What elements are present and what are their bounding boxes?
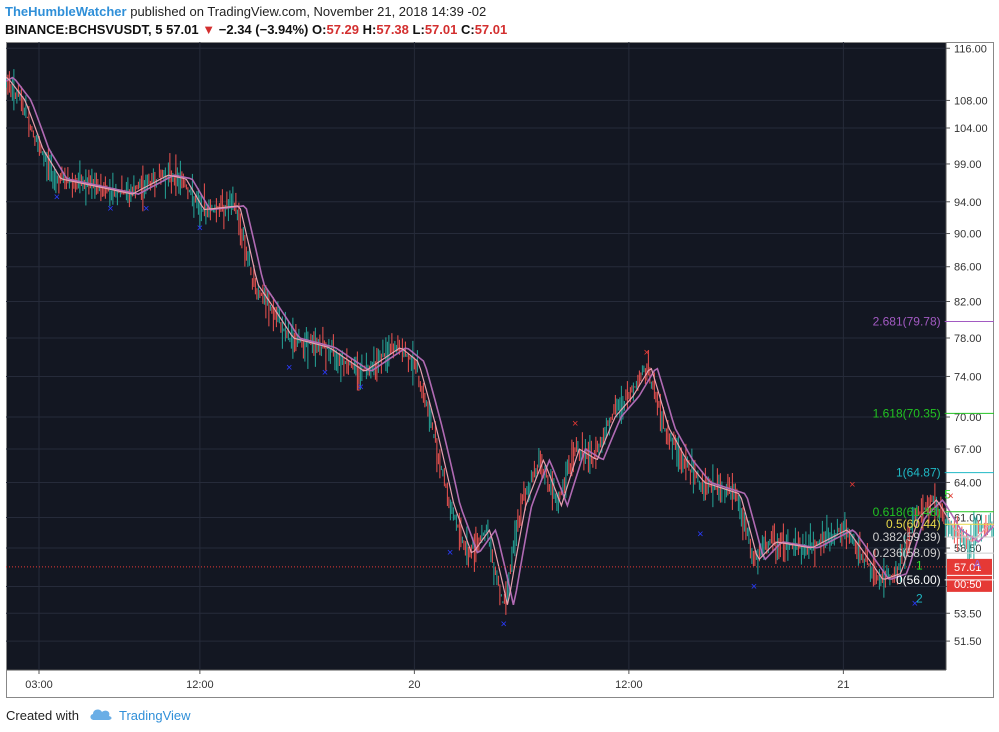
high-label: H:	[362, 22, 377, 37]
pivot-marker-icon: ×	[447, 547, 453, 559]
symbol-line: BINANCE:BCHSVUSDT, 5 57.01 ▼ −2.34 (−3.9…	[5, 22, 507, 37]
fib-level-label: 0(56.00)	[896, 573, 941, 587]
tradingview-link[interactable]: TradingView	[118, 707, 191, 723]
y-tick-label: 99.00	[954, 159, 982, 171]
countdown-label: 00:50	[954, 579, 982, 591]
down-triangle-icon: ▼	[202, 22, 216, 37]
fib-level-label: 0.236(58.09)	[873, 546, 941, 560]
fib-level-label: 1.618(70.35)	[873, 406, 941, 420]
y-tick-label: 104.00	[954, 123, 988, 135]
last-price-badge	[947, 558, 992, 575]
pivot-marker-icon: ×	[751, 581, 757, 593]
chart-frame[interactable]: 03:0012:002012:002112:0022116.00108.0010…	[0, 42, 999, 698]
y-tick-label: 94.00	[954, 197, 982, 209]
pivot-markers: × × × × × × × × × × × × × × × ×	[54, 191, 954, 630]
y-tick-label: 53.50	[954, 608, 982, 620]
tradingview-cloud-icon	[89, 707, 113, 724]
y-tick-label: 116.00	[954, 43, 987, 55]
pivot-marker-icon: ×	[849, 479, 855, 491]
pivot-marker-icon: ×	[501, 618, 507, 630]
y-tick-label: 64.00	[954, 477, 982, 489]
fib-level-label: 2.681(79.78)	[873, 315, 941, 329]
fib-level-label: 0.382(59.39)	[873, 530, 941, 544]
close-label: C:	[460, 22, 475, 37]
plot-background	[6, 42, 946, 670]
low-label: L:	[412, 22, 425, 37]
low-value: 57.01	[424, 22, 458, 37]
last-price: 57.01	[166, 22, 199, 37]
pivot-marker-icon: ×	[947, 491, 953, 503]
open-label: O:	[312, 22, 327, 37]
y-tick-label: 86.00	[954, 262, 982, 274]
chart-header: TheHumbleWatcher published on TradingVie…	[5, 2, 995, 42]
y-tick-label: 78.00	[954, 333, 982, 345]
symbol-name: BINANCE:BCHSVUSDT, 5	[5, 22, 163, 37]
pivot-marker-icon: ×	[697, 528, 703, 540]
last-price-label: 57.01	[954, 562, 982, 574]
y-tick-label: 82.00	[954, 297, 982, 309]
price-change: −2.34 (−3.94%)	[218, 22, 309, 37]
y-tick-label: 90.00	[954, 229, 982, 241]
pivot-marker-icon: ×	[143, 203, 149, 215]
wave-label: 5	[944, 488, 951, 502]
y-tick-label: 61.00	[954, 512, 982, 524]
publish-info: published on TradingView.com, November 2…	[130, 4, 487, 19]
pivot-marker-icon: ×	[644, 347, 650, 359]
fib-level-label: 0.5(60.44)	[886, 517, 941, 531]
created-with-text: Created with	[6, 707, 79, 723]
price-axis-background	[946, 42, 994, 670]
y-tick-label: 108.00	[954, 95, 988, 107]
time-axis-background	[6, 670, 946, 698]
pivot-marker-icon: ×	[358, 381, 364, 393]
high-value: 57.38	[376, 22, 409, 37]
moving-average-slow	[0, 76, 999, 605]
x-tick-label: 21	[837, 679, 849, 691]
pivot-marker-icon: ×	[572, 418, 578, 430]
publish-line: TheHumbleWatcher published on TradingVie…	[5, 4, 486, 19]
y-tick-label: 67.00	[954, 444, 982, 456]
wave-label: A	[973, 557, 981, 571]
author-name[interactable]: TheHumbleWatcher	[5, 4, 127, 19]
price-chart[interactable]: 03:0012:002012:002112:0022116.00108.0010…	[0, 42, 999, 698]
footer: Created with TradingView	[6, 704, 191, 726]
open-value: 57.29	[326, 22, 360, 37]
pivot-marker-icon: ×	[197, 222, 203, 234]
pivot-marker-icon: ×	[286, 362, 292, 374]
fib-level-label: 0.618(61.48)	[873, 505, 941, 519]
pivot-marker-icon: ×	[912, 598, 918, 610]
wave-label: 1	[916, 559, 923, 573]
close-value: 57.01	[474, 22, 508, 37]
y-tick-label: 74.00	[954, 371, 982, 383]
x-tick-label: 20	[408, 679, 420, 691]
y-tick-label: 70.00	[954, 412, 982, 424]
x-tick-label: 03:00	[25, 679, 53, 691]
fib-level-label: 1(64.87)	[896, 466, 941, 480]
pivot-marker-icon: ×	[322, 367, 328, 379]
y-tick-label: 51.50	[954, 636, 982, 648]
wave-label: 2	[916, 591, 923, 605]
pivot-marker-icon: ×	[107, 203, 113, 215]
x-tick-label: 12:00	[186, 679, 214, 691]
pivot-marker-icon: ×	[54, 191, 60, 203]
moving-average-fast	[0, 76, 999, 605]
chart-border	[6, 42, 994, 698]
x-tick-label: 12:00	[615, 679, 643, 691]
